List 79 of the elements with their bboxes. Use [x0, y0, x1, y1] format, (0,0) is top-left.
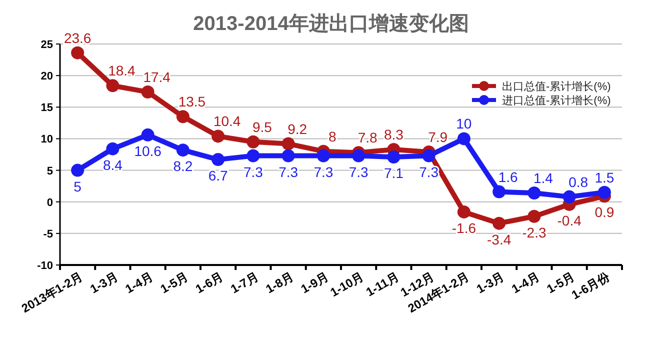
point: [562, 190, 576, 204]
point: [141, 85, 154, 98]
data-label: -3.4: [487, 231, 512, 248]
data-label: 1.5: [594, 169, 614, 186]
data-label: 9.5: [252, 118, 272, 135]
data-label: 8: [328, 128, 337, 144]
data-label: 8.3: [384, 126, 404, 142]
data-label: -2.3: [522, 224, 546, 240]
data-label: 7.1: [384, 165, 404, 182]
data-label: 13.5: [178, 94, 206, 110]
point: [141, 128, 154, 142]
data-label: 0.9: [594, 204, 614, 220]
data-label: 5: [74, 178, 82, 194]
point: [246, 149, 260, 162]
x-tick-label: 1-4月: [122, 269, 156, 296]
point: [352, 149, 366, 162]
data-label: 18.4: [108, 62, 136, 79]
y-tick-label: 25: [40, 39, 53, 51]
point: [71, 46, 84, 60]
data-label: 6.7: [208, 168, 228, 184]
point: [422, 149, 436, 162]
data-label: 7.3: [243, 164, 264, 180]
x-tick-label: 1-6月: [193, 269, 226, 296]
y-tick-label: 15: [40, 102, 53, 114]
data-label: -1.6: [452, 220, 476, 236]
data-label: 7.3: [348, 164, 369, 180]
data-label: 0.8: [568, 174, 588, 190]
data-label: 7.3: [278, 164, 298, 180]
legend-label: 进口总值-累计增长(%): [502, 94, 611, 107]
data-label: 10.6: [134, 142, 162, 159]
data-label: 1.4: [533, 170, 554, 186]
data-label: 7.3: [419, 164, 439, 180]
point: [106, 79, 120, 92]
point: [106, 142, 120, 156]
data-label: 17.4: [143, 68, 171, 85]
data-label: 8.2: [173, 158, 193, 174]
data-label: 7.3: [314, 164, 334, 180]
point: [212, 130, 225, 143]
y-tick-label: 5: [46, 165, 53, 178]
data-label: -0.4: [557, 212, 582, 228]
data-label: 8.4: [102, 156, 123, 173]
y-tick-label: -5: [43, 228, 53, 240]
x-tick-label: 1-3月: [88, 269, 120, 296]
point: [282, 137, 295, 150]
data-label: 10: [456, 116, 472, 132]
y-tick-label: -10: [37, 260, 53, 272]
point: [492, 185, 506, 198]
x-tick-label: 1-8月: [263, 269, 296, 296]
point: [176, 144, 190, 157]
data-label: 9.2: [288, 120, 308, 137]
x-tick-label: 1-3月: [474, 269, 507, 296]
point: [282, 149, 295, 162]
data-label: 10.4: [213, 113, 241, 130]
point: [212, 153, 225, 166]
x-tick-label: 1-4月: [509, 269, 542, 296]
data-label: 1.6: [498, 168, 518, 185]
x-tick-label: 2013年1-2月: [19, 269, 86, 316]
point: [316, 149, 330, 162]
x-tick-label: 1-5月: [158, 269, 190, 296]
data-label: 7.8: [358, 130, 378, 146]
point: [71, 164, 84, 177]
x-tick-label: 1-7月: [228, 269, 261, 296]
point: [387, 150, 400, 164]
y-tick-label: 20: [40, 70, 53, 83]
point: [176, 110, 190, 124]
y-tick-label: 10: [40, 134, 53, 146]
chart-title: 2013-2014年进出口增速变化图: [193, 12, 469, 35]
x-tick-label: 1-11月: [364, 269, 402, 300]
legend-label: 出口总值-累计增长(%): [502, 80, 611, 93]
point: [246, 135, 260, 148]
point: [528, 210, 541, 223]
point: [492, 216, 506, 230]
data-label: 23.6: [64, 30, 92, 46]
data-label: 7.9: [428, 128, 448, 145]
y-tick-label: 0: [46, 196, 53, 209]
point: [457, 132, 470, 146]
point: [457, 205, 470, 218]
point: [528, 186, 541, 200]
point: [598, 186, 611, 199]
